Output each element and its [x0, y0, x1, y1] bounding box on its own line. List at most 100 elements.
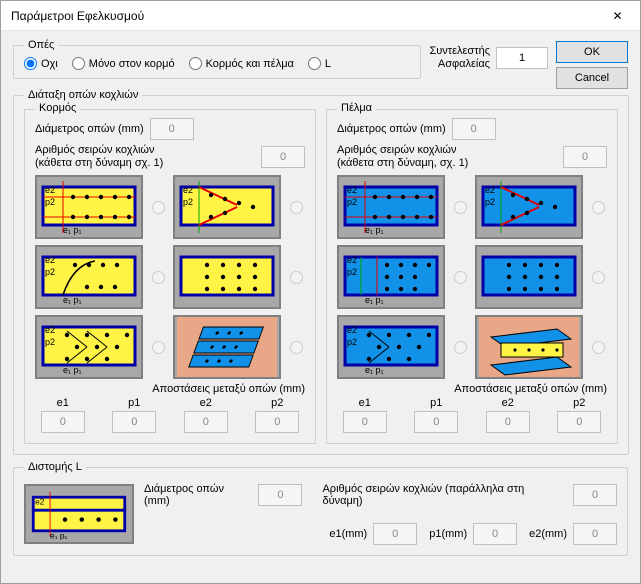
svg-text:p2: p2 [45, 337, 55, 347]
web-radio-3[interactable] [149, 245, 167, 309]
svg-text:p2: p2 [347, 197, 357, 207]
radio-none[interactable]: Οχι [24, 57, 58, 70]
lsection-rows-group: Αριθμός σειρών κοχλιών (παράλληλα στη δύ… [322, 483, 617, 507]
ok-button[interactable]: OK [556, 41, 628, 63]
web-thumb-5[interactable]: e2p2e₁ p₁ [35, 315, 143, 379]
flange-e2-input[interactable] [486, 411, 530, 433]
web-thumb-4[interactable] [173, 245, 281, 309]
web-rows-row: Αριθμός σειρών κοχλιών (κάθετα στη δύναμ… [35, 144, 305, 169]
lsection-row1: e2 e₁ p₁ Διάμετρος οπών (mm) Αριθμός σει… [24, 483, 617, 545]
flange-thumb-1[interactable]: e2p2e₁ p₁ [337, 175, 445, 239]
safety-label-l2: Ασφαλείας [429, 58, 490, 71]
web-diameter-label: Διάμετρος οπών (mm) [35, 123, 144, 135]
svg-text:e₁ p₁: e₁ p₁ [365, 225, 384, 235]
lsection-e2-group: e2(mm) [529, 523, 617, 545]
flange-radio-5[interactable] [451, 315, 469, 379]
flange-radio-1[interactable] [451, 175, 469, 239]
radio-web-only[interactable]: Μόνο στον κορμό [72, 57, 175, 70]
lsection-p1-input[interactable] [473, 523, 517, 545]
radio-web-input[interactable] [72, 57, 85, 70]
lsection-e2-input[interactable] [573, 523, 617, 545]
flange-thumb-6[interactable] [475, 315, 583, 379]
radio-l[interactable]: L [308, 57, 331, 70]
web-radio-4[interactable] [287, 245, 305, 309]
web-e1-label: e1 [57, 397, 69, 409]
flange-thumb-4[interactable] [475, 245, 583, 309]
flange-rows-input[interactable] [563, 146, 607, 168]
svg-text:p2: p2 [347, 267, 357, 277]
web-diameter-row: Διάμετρος οπών (mm) [35, 118, 305, 140]
flange-e1-input[interactable] [343, 411, 387, 433]
arrangement-group: Διάταξη οπών κοχλιών Κορμός Διάμετρος οπ… [13, 89, 629, 455]
flange-thumb-2[interactable]: e2p2 [475, 175, 583, 239]
web-thumb-1[interactable]: e2p2e₁ p₁ [35, 175, 143, 239]
radio-l-label: L [325, 58, 331, 70]
flange-dist-row: e1 p1 e2 p2 [337, 397, 607, 433]
web-radio-6[interactable] [287, 315, 305, 379]
radio-web-flange[interactable]: Κορμός και πέλμα [189, 57, 294, 70]
lsection-e2-label: e2(mm) [529, 528, 567, 540]
radio-web-flange-input[interactable] [189, 57, 202, 70]
web-thumb-6[interactable] [173, 315, 281, 379]
radio-l-input[interactable] [308, 57, 321, 70]
web-rows-label: Αριθμός σειρών κοχλιών (κάθετα στη δύναμ… [35, 144, 163, 169]
safety-factor-group: Συντελεστής Ασφαλείας [429, 45, 548, 70]
svg-text:e2: e2 [183, 185, 193, 195]
lsection-top-row: Διάμετρος οπών (mm) Αριθμός σειρών κοχλι… [144, 483, 617, 507]
web-thumb-grid: e2p2e₁ p₁ e2p2 e2p2e₁ p₁ e2p2e₁ p₁ [35, 175, 305, 379]
svg-text:e₁ p₁: e₁ p₁ [63, 365, 82, 375]
lsection-diameter-group: Διάμετρος οπών (mm) [144, 483, 302, 507]
web-diameter-input[interactable] [150, 118, 194, 140]
web-dist-label: Αποστάσεις μεταξύ οπών (mm) [35, 383, 305, 395]
lsection-p1-group: p1(mm) [429, 523, 517, 545]
web-p1-input[interactable] [112, 411, 156, 433]
close-icon: ✕ [612, 9, 622, 23]
cancel-button[interactable]: Cancel [556, 67, 628, 89]
web-column: Κορμός Διάμετρος οπών (mm) Αριθμός σειρώ… [24, 109, 316, 444]
web-p2-input[interactable] [255, 411, 299, 433]
flange-radio-4[interactable] [589, 245, 607, 309]
lsection-group: Διστομής L e2 e₁ p₁ Διάμετρος [13, 461, 628, 556]
web-e1-input[interactable] [41, 411, 85, 433]
flange-diameter-input[interactable] [452, 118, 496, 140]
web-rows-label-l1: Αριθμός σειρών κοχλιών [35, 144, 155, 156]
lsection-rows-input[interactable] [573, 484, 617, 506]
web-e2-label: e2 [200, 397, 212, 409]
flange-p1-input[interactable] [414, 411, 458, 433]
flange-e2-col: e2 [480, 397, 536, 433]
flange-radio-3[interactable] [451, 245, 469, 309]
lsection-e1-input[interactable] [373, 523, 417, 545]
svg-text:e₁ p₁: e₁ p₁ [50, 531, 67, 541]
web-rows-input[interactable] [261, 146, 305, 168]
flange-dist-label: Αποστάσεις μεταξύ οπών (mm) [337, 383, 607, 395]
web-e2-input[interactable] [184, 411, 228, 433]
close-button[interactable]: ✕ [595, 1, 640, 30]
dialog-window: Παράμετροι Εφελκυσμού ✕ Οπές Οχι Μόνο στ… [0, 0, 641, 584]
svg-text:e2: e2 [35, 497, 45, 507]
web-radio-2[interactable] [287, 175, 305, 239]
flange-rows-row: Αριθμός σειρών κοχλιών (κάθετα στη δύναμ… [337, 144, 607, 169]
flange-radio-2[interactable] [589, 175, 607, 239]
web-dist-row: e1 p1 e2 p2 [35, 397, 305, 433]
flange-thumb-3[interactable]: e2p2e₁ p₁ [337, 245, 445, 309]
radio-web-flange-label: Κορμός και πέλμα [206, 58, 294, 70]
flange-radio-6[interactable] [589, 315, 607, 379]
lsection-legend: Διστομής L [24, 461, 86, 473]
web-radio-1[interactable] [149, 175, 167, 239]
web-radio-5[interactable] [149, 315, 167, 379]
flange-rows-label-l1: Αριθμός σειρών κοχλιών [337, 144, 457, 156]
web-thumb-3[interactable]: e2p2e₁ p₁ [35, 245, 143, 309]
lsection-fields: Διάμετρος οπών (mm) Αριθμός σειρών κοχλι… [144, 483, 617, 545]
lsection-diameter-input[interactable] [258, 484, 302, 506]
radio-none-input[interactable] [24, 57, 37, 70]
flange-p2-label: p2 [573, 397, 585, 409]
safety-input[interactable] [496, 47, 548, 69]
flange-p2-input[interactable] [557, 411, 601, 433]
flange-p2-col: p2 [552, 397, 608, 433]
flange-e2-label: e2 [502, 397, 514, 409]
window-title: Παράμετροι Εφελκυσμού [11, 9, 595, 23]
web-thumb-2[interactable]: e2p2 [173, 175, 281, 239]
flange-e1-col: e1 [337, 397, 393, 433]
svg-text:e₁ p₁: e₁ p₁ [365, 365, 384, 375]
flange-thumb-5[interactable]: e2p2e₁ p₁ [337, 315, 445, 379]
